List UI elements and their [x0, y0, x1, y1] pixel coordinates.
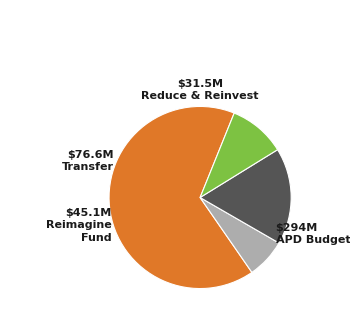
Text: $294M
APD Budget: $294M APD Budget: [275, 223, 350, 245]
Wedge shape: [200, 198, 279, 272]
Wedge shape: [109, 107, 252, 289]
Text: $31.5M
Reduce & Reinvest: $31.5M Reduce & Reinvest: [141, 79, 259, 101]
Wedge shape: [200, 150, 291, 243]
Wedge shape: [200, 113, 278, 198]
Text: Public Safety Budget Snapshot: Public Safety Budget Snapshot: [18, 15, 332, 32]
Text: $45.1M
Reimagine
Fund: $45.1M Reimagine Fund: [46, 208, 111, 243]
Text: $76.6M
Transfer: $76.6M Transfer: [62, 150, 113, 172]
